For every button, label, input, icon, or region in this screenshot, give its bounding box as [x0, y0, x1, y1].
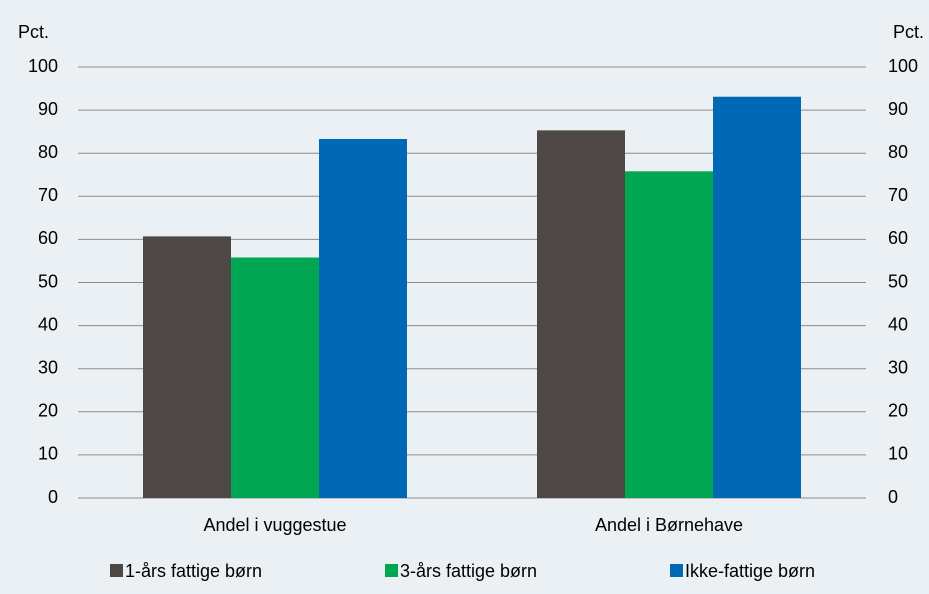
y-tick-label: 70: [38, 185, 58, 205]
y2-tick-label: 100: [888, 56, 918, 76]
y-tick-label: 30: [38, 357, 58, 377]
y-axis-label: Pct.: [18, 22, 49, 42]
legend-swatch: [670, 564, 683, 577]
y-tick-label: 0: [48, 487, 58, 507]
bar: [713, 96, 801, 498]
bar: [143, 236, 231, 498]
legend-label: 1-års fattige børn: [125, 561, 262, 581]
y2-tick-label: 20: [888, 401, 908, 421]
bar: [625, 171, 713, 498]
y2-tick-label: 50: [888, 271, 908, 291]
y-tick-label: 80: [38, 142, 58, 162]
legend-swatch: [385, 564, 398, 577]
x-tick-label: Andel i Børnehave: [595, 515, 743, 535]
legend-label: 3-års fattige børn: [400, 561, 537, 581]
y2-tick-label: 90: [888, 99, 908, 119]
y2-tick-label: 40: [888, 314, 908, 334]
y2-tick-label: 10: [888, 444, 908, 464]
y-tick-label: 40: [38, 314, 58, 334]
y-tick-label: 60: [38, 228, 58, 248]
y2-tick-label: 70: [888, 185, 908, 205]
bar: [231, 257, 319, 498]
y-tick-label: 50: [38, 271, 58, 291]
y2-tick-label: 60: [888, 228, 908, 248]
y2-tick-label: 0: [888, 487, 898, 507]
y2-axis-label: Pct.: [893, 22, 924, 42]
legend-label: Ikke-fattige børn: [685, 561, 815, 581]
y-tick-label: 10: [38, 444, 58, 464]
x-tick-label: Andel i vuggestue: [203, 515, 346, 535]
y2-tick-label: 80: [888, 142, 908, 162]
legend-swatch: [110, 564, 123, 577]
bar: [319, 138, 407, 499]
y-tick-label: 90: [38, 99, 58, 119]
y-tick-label: 100: [28, 56, 58, 76]
y-tick-label: 20: [38, 401, 58, 421]
bar: [537, 130, 625, 498]
y2-tick-label: 30: [888, 357, 908, 377]
